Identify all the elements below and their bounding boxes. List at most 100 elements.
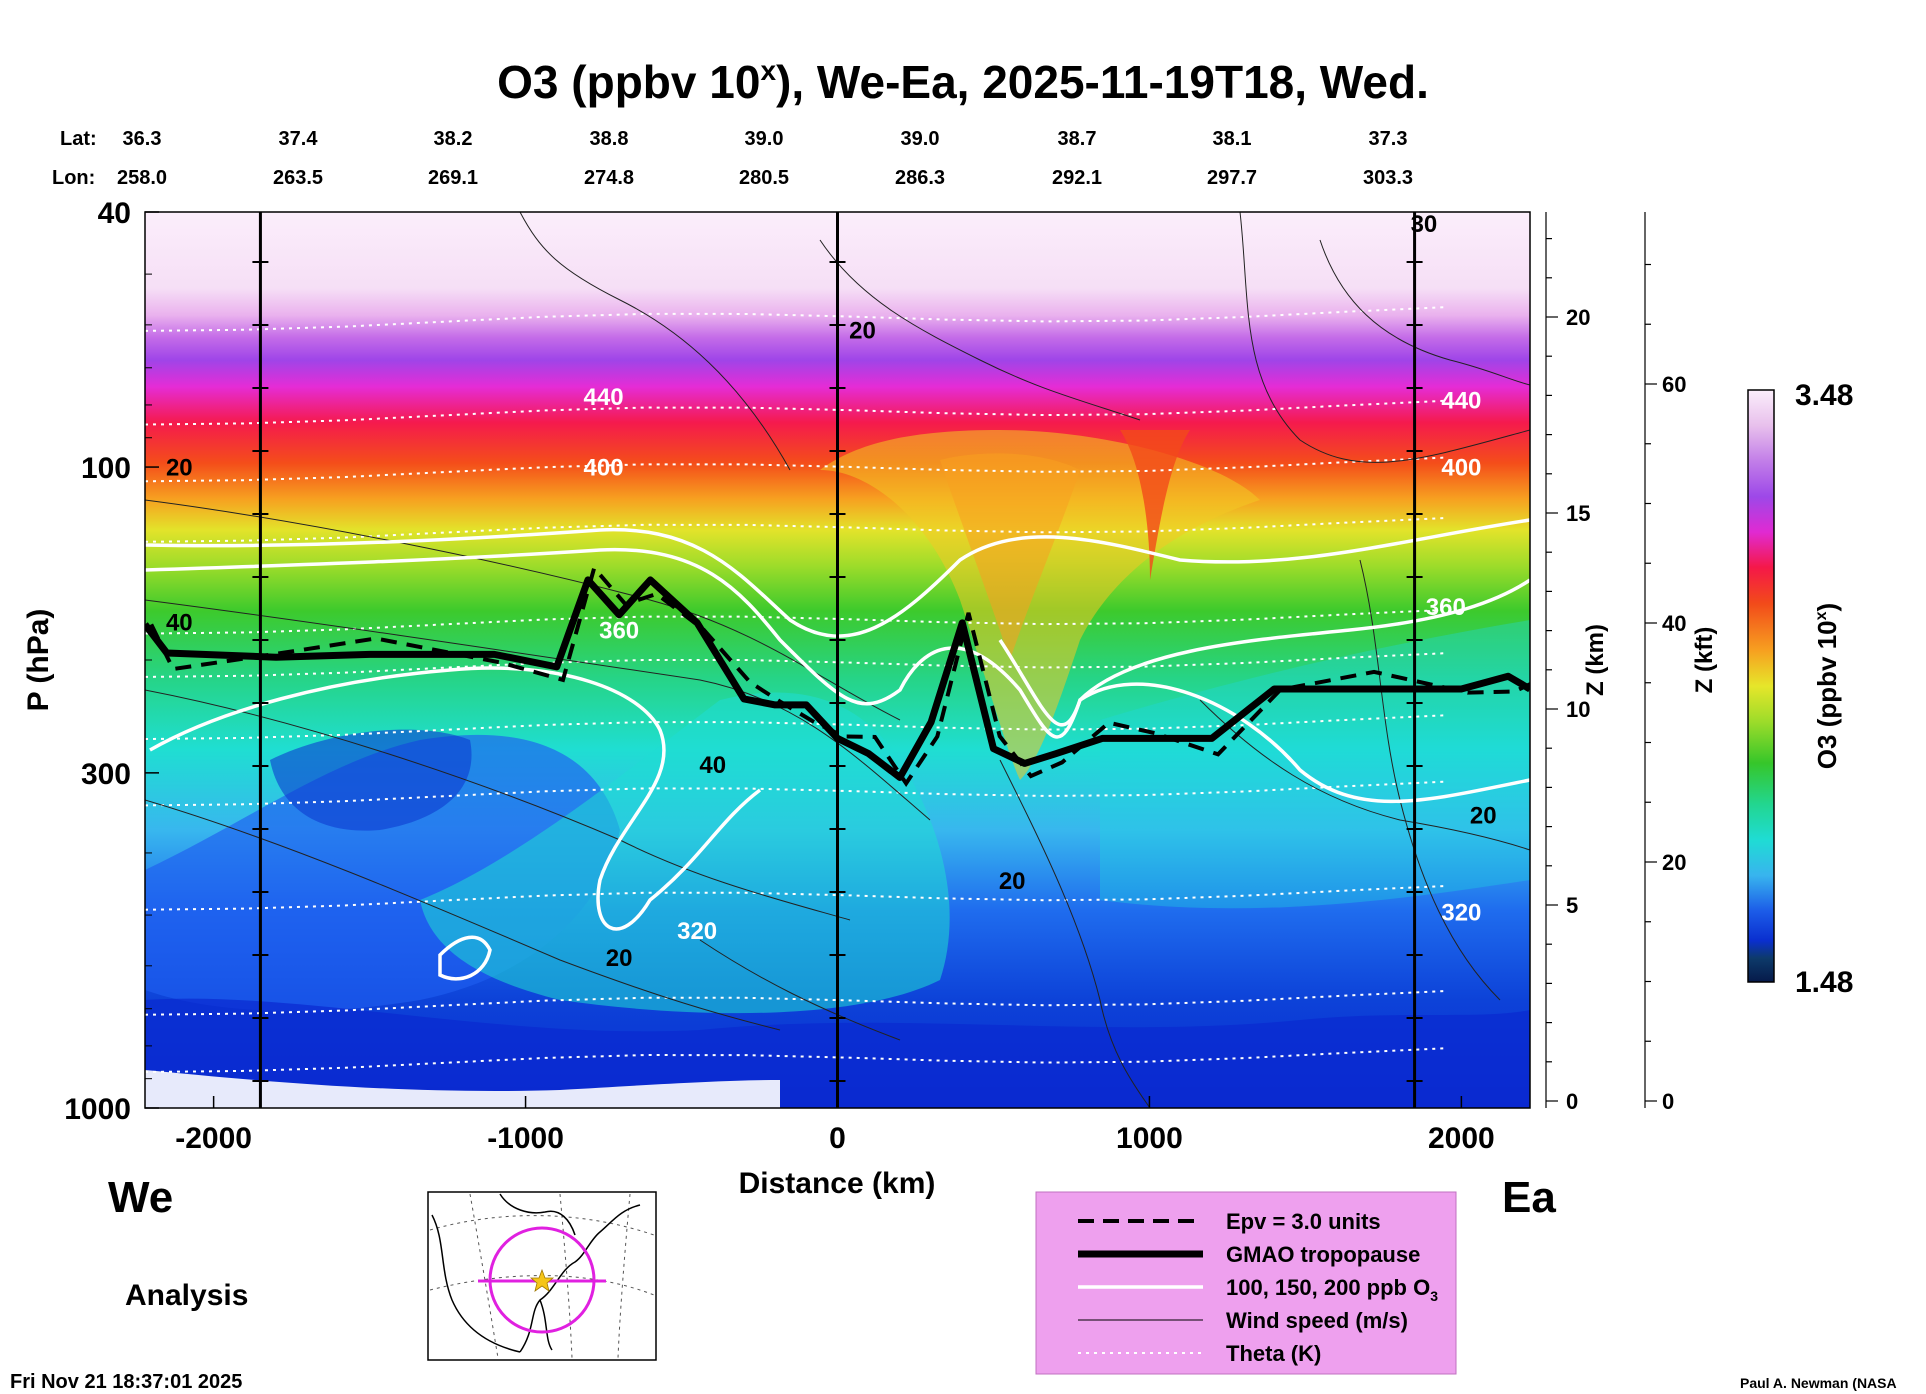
legend-label: Wind speed (m/s): [1226, 1308, 1408, 1333]
lat-value: 39.0: [901, 128, 940, 150]
wind-speed-contours: [145, 212, 1530, 1108]
theta-contour-line: [145, 306, 1446, 332]
intrusion-core: [940, 453, 1080, 660]
legend-label-text: GMAO tropopause: [1226, 1242, 1420, 1267]
red-fold-1000km: [1120, 430, 1190, 580]
theta-label: 360: [599, 617, 639, 644]
gmao-tropopause-line: [145, 576, 1530, 781]
credit: Paul A. Newman (NASA: [1740, 1375, 1897, 1391]
y-tick-label: 1000: [64, 1093, 131, 1126]
analysis-label: Analysis: [125, 1279, 248, 1312]
theta-label: 360: [1426, 594, 1466, 621]
o3-100ppb-contour-west: [149, 666, 762, 931]
lon-value: 286.3: [895, 167, 945, 189]
wind-speed-label: 40: [699, 752, 726, 779]
lon-value: 269.1: [428, 167, 478, 189]
y-tick-label: 100: [81, 452, 131, 485]
z-kft-tick-label: 60: [1662, 372, 1686, 397]
wind-speed-contour-line: [145, 599, 931, 821]
wind-speed-contour-line: [1239, 212, 1530, 463]
wind-speed-contour-line: [145, 689, 851, 921]
theta-contour-line: [145, 399, 1446, 426]
legend-items: Epv = 3.0 units GMAO tropopause 100, 150, …: [1078, 1209, 1438, 1366]
contour-labels: 440 400 360 320 440 400 360 320 20 40 40 20 20 30 20 20: [166, 212, 1497, 972]
y-tick-label: 300: [81, 758, 131, 791]
map-meridian-1: [469, 1193, 499, 1359]
theta-label: 400: [1441, 454, 1481, 481]
theta-contour-line: [145, 714, 1446, 741]
wind-speed-label: 20: [999, 868, 1026, 895]
x-tick-label: 2000: [1428, 1122, 1495, 1155]
z-km-axis: 0 5 10 15 20: [1545, 212, 1590, 1114]
legend-label: Epv = 3.0 units: [1226, 1209, 1381, 1234]
plot-area: 440 400 360 320 440 400 360 320 20 40 40 20 20 30 20 20: [145, 212, 1530, 1108]
lat-value: 38.2: [434, 128, 473, 150]
lon-value: 274.8: [584, 167, 634, 189]
z-km-axis-label: Z (km): [1582, 624, 1609, 696]
o3-100ppb-island: [438, 935, 492, 981]
theta-label: 320: [1441, 900, 1481, 927]
lat-label: Lat:: [60, 128, 97, 150]
wind-speed-label: 20: [849, 317, 876, 344]
o3-150ppb-contour: [145, 547, 1530, 739]
map-center-star-icon: [529, 1268, 555, 1292]
ozone-ppb-contours: [145, 518, 1530, 981]
map-meridian-2: [559, 1193, 573, 1359]
colorbar-gradient: [1747, 389, 1775, 983]
colorbar-max-label: 3.48: [1795, 379, 1853, 412]
theta-contours: [145, 306, 1446, 1074]
z-km-tick-label: 15: [1566, 501, 1590, 526]
lat-value: 36.3: [123, 128, 162, 150]
lat-value: 37.3: [1369, 128, 1408, 150]
theta-contour-line: [145, 1047, 1446, 1074]
east-label: Ea: [1502, 1173, 1556, 1222]
lon-label: Lon:: [52, 167, 95, 189]
wind-speed-label: 20: [606, 945, 633, 972]
map-coastline: [431, 1193, 641, 1353]
z-km-tick-label: 0: [1566, 1089, 1578, 1114]
lon-value: 297.7: [1207, 167, 1257, 189]
theta-label: 320: [677, 918, 717, 945]
lat-value: 37.4: [279, 128, 319, 150]
x-tick-label: 1000: [1116, 1122, 1183, 1155]
x-tick-label: -1000: [487, 1122, 564, 1155]
wind-speed-contour-line: [519, 212, 791, 471]
x-axis: -2000 -1000 0 1000 2000: [175, 1096, 1495, 1155]
chart-title-main: O3 (ppbv 10: [497, 56, 760, 108]
legend-label: GMAO tropopause: [1226, 1242, 1420, 1267]
x-tick-label: -2000: [175, 1122, 252, 1155]
wind-speed-contour-line: [819, 239, 1141, 421]
epv-contour-line: [149, 563, 1530, 788]
chart-title-superscript: x: [760, 55, 776, 86]
theta-contour-line: [145, 456, 1446, 483]
map-parallel-2: [429, 1275, 655, 1296]
z-kft-tick-label: 40: [1662, 611, 1686, 636]
wind-speed-label: 40: [166, 610, 193, 637]
colorbar: 3.48 1.48 O3 (ppbv 10x): [1747, 379, 1853, 999]
theta-contour-line: [145, 780, 1446, 807]
colorbar-label-sup: x: [1813, 611, 1830, 620]
wind-speed-label: 20: [1470, 803, 1497, 830]
y-tick-label: 40: [98, 197, 131, 230]
timestamp: Fri Nov 21 18:37:01 2025: [10, 1371, 242, 1393]
wind-speed-contour-line: [1319, 239, 1530, 386]
z-kft-tick-label: 0: [1662, 1089, 1674, 1114]
theta-contour-line: [145, 608, 1446, 635]
o3-200ppb-contour: [145, 518, 1530, 638]
legend-label-subscript: 3: [1430, 1288, 1438, 1304]
z-km-tick-label: 20: [1566, 305, 1590, 330]
lon-value: 258.0: [117, 167, 167, 189]
lat-value: 38.1: [1213, 128, 1252, 150]
x-axis-label: Distance (km): [739, 1167, 936, 1200]
lon-value: 303.3: [1363, 167, 1413, 189]
y-axis-pressure: 40 100 300 1000: [64, 197, 159, 1126]
z-kft-axis: 0 20 40 60: [1644, 212, 1686, 1114]
x-tick-label: 0: [829, 1122, 846, 1155]
theta-label: 400: [584, 454, 624, 481]
theta-label: 440: [584, 384, 624, 411]
wind-speed-contour-line: [1199, 699, 1530, 851]
z-kft-axis-label: Z (kft): [1691, 627, 1718, 694]
z-kft-tick-label: 20: [1662, 850, 1686, 875]
z-km-tick-label: 10: [1566, 697, 1590, 722]
